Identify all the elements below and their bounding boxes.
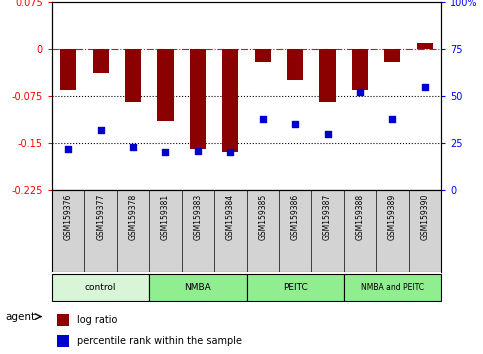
FancyBboxPatch shape — [149, 274, 246, 301]
Text: GSM159387: GSM159387 — [323, 194, 332, 240]
Text: GSM159376: GSM159376 — [64, 194, 73, 240]
Text: log ratio: log ratio — [77, 315, 117, 325]
Text: GSM159377: GSM159377 — [96, 194, 105, 240]
Text: percentile rank within the sample: percentile rank within the sample — [77, 336, 242, 346]
Bar — [60, 49, 76, 90]
Text: GSM159386: GSM159386 — [291, 194, 299, 240]
Point — [64, 146, 72, 152]
Text: agent: agent — [5, 312, 35, 321]
FancyBboxPatch shape — [246, 274, 344, 301]
Point — [259, 116, 267, 121]
Bar — [157, 49, 173, 121]
Bar — [222, 49, 239, 153]
Text: GSM159388: GSM159388 — [355, 194, 365, 240]
Bar — [57, 335, 69, 347]
Point — [291, 121, 299, 127]
Bar — [125, 49, 141, 102]
Text: NMBA and PEITC: NMBA and PEITC — [361, 282, 424, 291]
Point — [129, 144, 137, 150]
Point — [227, 150, 234, 155]
Bar — [319, 49, 336, 102]
Bar — [255, 49, 271, 62]
Point — [421, 84, 428, 90]
Text: GSM159383: GSM159383 — [193, 194, 202, 240]
Text: GSM159384: GSM159384 — [226, 194, 235, 240]
Bar — [384, 49, 400, 62]
Bar — [57, 314, 69, 326]
Text: GSM159381: GSM159381 — [161, 194, 170, 240]
Bar — [352, 49, 368, 90]
Text: GSM159378: GSM159378 — [128, 194, 138, 240]
Bar — [287, 49, 303, 80]
FancyBboxPatch shape — [344, 274, 441, 301]
Text: GSM159390: GSM159390 — [420, 194, 429, 240]
Point — [356, 90, 364, 95]
Point — [97, 127, 104, 133]
Point — [324, 131, 331, 136]
Bar — [417, 43, 433, 49]
Point — [194, 148, 202, 153]
Bar — [190, 49, 206, 149]
Text: control: control — [85, 282, 116, 291]
FancyBboxPatch shape — [52, 274, 149, 301]
Bar — [93, 49, 109, 73]
Point — [162, 150, 170, 155]
Point — [388, 116, 396, 121]
Text: NMBA: NMBA — [185, 282, 211, 291]
Text: GSM159389: GSM159389 — [388, 194, 397, 240]
Text: PEITC: PEITC — [283, 282, 308, 291]
Text: GSM159385: GSM159385 — [258, 194, 267, 240]
